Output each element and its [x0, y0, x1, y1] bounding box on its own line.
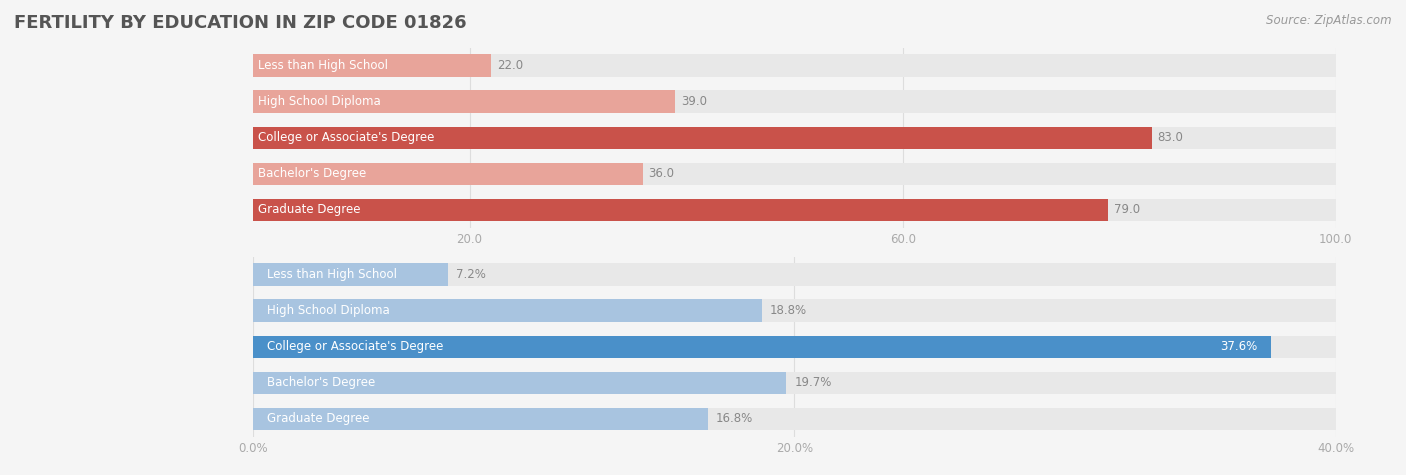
Bar	[253, 126, 1152, 149]
Text: College or Associate's Degree: College or Associate's Degree	[259, 131, 434, 144]
Text: 19.7%: 19.7%	[794, 376, 832, 390]
Bar	[253, 263, 449, 286]
Bar	[253, 408, 707, 430]
Bar	[253, 199, 1336, 221]
Text: 36.0: 36.0	[648, 167, 675, 180]
Text: Source: ZipAtlas.com: Source: ZipAtlas.com	[1267, 14, 1392, 27]
Text: Graduate Degree: Graduate Degree	[259, 203, 361, 217]
Text: High School Diploma: High School Diploma	[267, 304, 389, 317]
Text: 37.6%: 37.6%	[1220, 340, 1257, 353]
Bar	[253, 162, 643, 185]
Text: Graduate Degree: Graduate Degree	[267, 412, 370, 426]
Text: Less than High School: Less than High School	[267, 268, 396, 281]
Text: 7.2%: 7.2%	[456, 268, 486, 281]
Text: 16.8%: 16.8%	[716, 412, 754, 426]
Bar	[253, 335, 1336, 358]
Text: College or Associate's Degree: College or Associate's Degree	[267, 340, 443, 353]
Text: Less than High School: Less than High School	[259, 59, 388, 72]
Text: Bachelor's Degree: Bachelor's Degree	[267, 376, 375, 390]
Bar	[253, 90, 675, 113]
Text: 83.0: 83.0	[1157, 131, 1182, 144]
Bar	[253, 263, 1336, 286]
Text: 18.8%: 18.8%	[770, 304, 807, 317]
Text: 39.0: 39.0	[681, 95, 707, 108]
Bar	[253, 408, 1336, 430]
Bar	[253, 162, 1336, 185]
Bar	[253, 371, 786, 394]
Text: High School Diploma: High School Diploma	[259, 95, 381, 108]
Bar	[253, 335, 1271, 358]
Bar	[253, 54, 491, 77]
Bar	[253, 126, 1336, 149]
Text: FERTILITY BY EDUCATION IN ZIP CODE 01826: FERTILITY BY EDUCATION IN ZIP CODE 01826	[14, 14, 467, 32]
Bar	[253, 299, 762, 322]
Bar	[253, 299, 1336, 322]
Text: 79.0: 79.0	[1114, 203, 1140, 217]
Text: 22.0: 22.0	[496, 59, 523, 72]
Text: Bachelor's Degree: Bachelor's Degree	[259, 167, 367, 180]
Bar	[253, 54, 1336, 77]
Bar	[253, 90, 1336, 113]
Bar	[253, 199, 1108, 221]
Bar	[253, 371, 1336, 394]
